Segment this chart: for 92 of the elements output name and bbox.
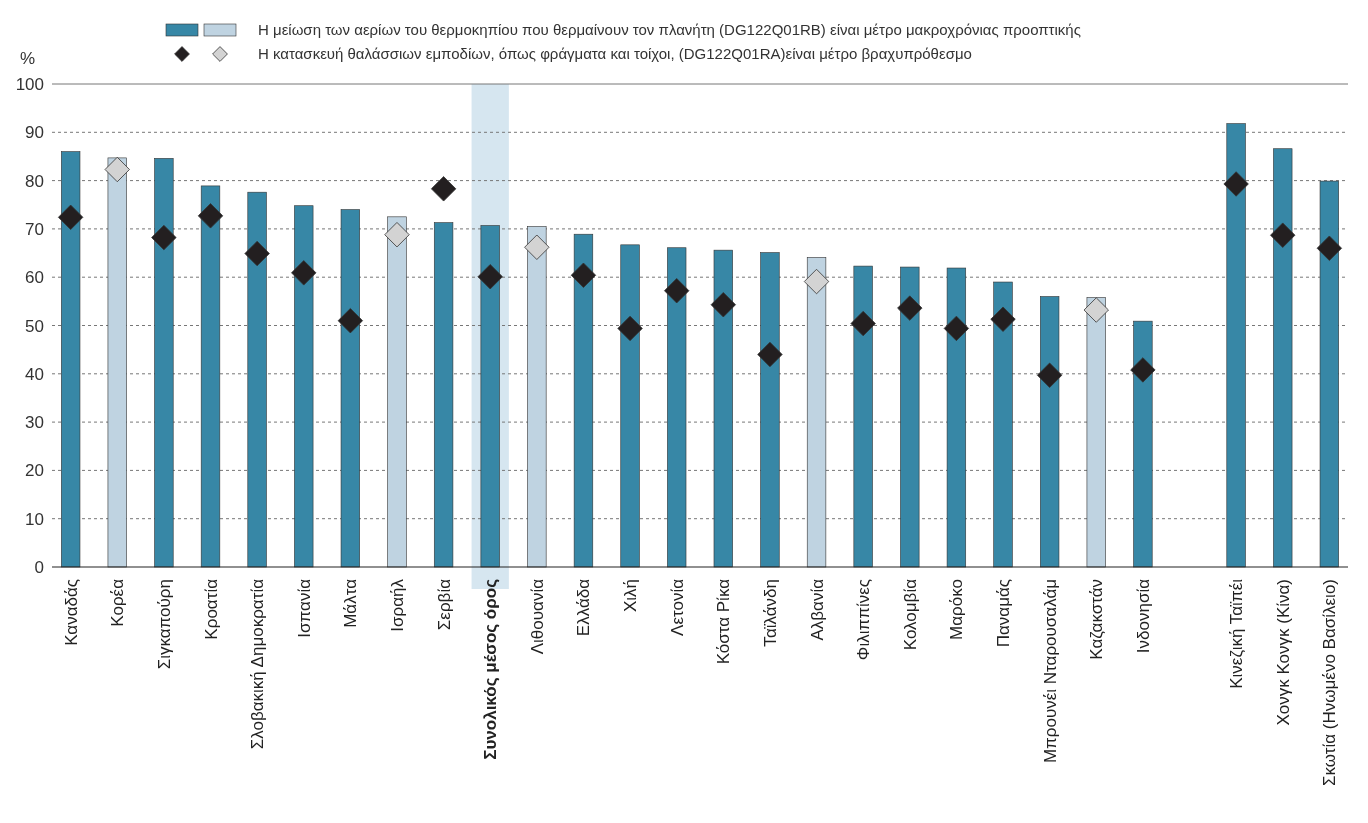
bar bbox=[1226, 123, 1246, 568]
y-tick-label: 20 bbox=[25, 461, 44, 481]
point bbox=[104, 156, 130, 183]
y-tick-label: 10 bbox=[25, 509, 44, 529]
point bbox=[710, 292, 736, 318]
point bbox=[897, 295, 923, 321]
bar bbox=[620, 244, 640, 568]
bar bbox=[480, 225, 500, 568]
x-tick-label: Λιθουανία bbox=[527, 578, 547, 655]
point bbox=[477, 264, 503, 290]
x-tick-label: Καζακστάν bbox=[1087, 579, 1107, 660]
x-tick-label: Μάλτα bbox=[341, 578, 361, 628]
x-tick-label: Παναμάς bbox=[994, 579, 1014, 648]
x-tick-label: Ινδονησία bbox=[1133, 578, 1153, 654]
point bbox=[803, 268, 830, 295]
x-tick-label: Χιλή bbox=[621, 579, 641, 613]
bar bbox=[340, 209, 360, 568]
x-tick-label: Κροατία bbox=[201, 578, 221, 640]
bar bbox=[667, 247, 687, 568]
bar bbox=[1133, 320, 1153, 568]
bar bbox=[1319, 180, 1339, 568]
bar bbox=[573, 233, 594, 568]
y-tick-label: 50 bbox=[25, 316, 44, 336]
y-tick-label: 100 bbox=[15, 75, 44, 94]
point bbox=[244, 240, 270, 267]
point bbox=[1036, 362, 1063, 388]
point bbox=[58, 204, 84, 230]
point bbox=[337, 308, 364, 334]
bar bbox=[760, 252, 780, 568]
y-tick-label: 90 bbox=[25, 123, 44, 143]
x-tick-label: Ισπανία bbox=[294, 578, 314, 638]
x-tick-label: Κόστα Ρίκα bbox=[714, 578, 734, 665]
y-tick-label: 60 bbox=[25, 268, 44, 288]
bar bbox=[993, 281, 1013, 568]
x-tick-label: Ταϊλάνδη bbox=[760, 579, 780, 647]
point bbox=[291, 260, 317, 286]
point bbox=[570, 262, 597, 288]
x-tick-label: Κολομβία bbox=[900, 578, 920, 651]
bar bbox=[61, 151, 81, 568]
bar bbox=[247, 191, 267, 568]
x-tick-label: Αλβανία bbox=[807, 578, 827, 641]
point bbox=[524, 234, 550, 260]
legend-label: Η κατασκευή θαλάσσιων εμποδίων, όπως φράγματα και τοίχοι, (DG122Q01RA)είναι μέτρο βραχυπρόθεσμο bbox=[258, 45, 972, 62]
y-tick-label: 70 bbox=[25, 219, 44, 239]
point bbox=[757, 341, 783, 368]
x-tick-label: Φιλιππίνες bbox=[854, 579, 874, 661]
x-tick-label: Σιγκαπούρη bbox=[154, 579, 174, 670]
point bbox=[197, 203, 224, 229]
point bbox=[430, 176, 457, 202]
point bbox=[617, 315, 643, 342]
x-tick-label: Καναδάς bbox=[61, 579, 81, 646]
point bbox=[850, 310, 876, 337]
bar bbox=[853, 265, 873, 568]
bar bbox=[527, 226, 547, 568]
legend-label: Η μείωση των αερίων του θερμοκηπίου που θερμαίνουν τον πλανήτη (DG122Q01RB) είναι μέτρο μακροχρόνιας προοπτικής bbox=[258, 21, 1081, 38]
x-tick-label: Σλοβακική Δημοκρατία bbox=[248, 578, 268, 750]
bar bbox=[1040, 296, 1060, 568]
bar bbox=[713, 249, 733, 568]
bar bbox=[1086, 297, 1106, 568]
bar bbox=[107, 157, 127, 568]
x-tick-label: Ελλάδα bbox=[574, 578, 594, 637]
x-tick-label: Λετονία bbox=[667, 578, 687, 636]
x-tick-label: Συνολικός μέσος όρος bbox=[481, 578, 501, 760]
bar bbox=[433, 222, 454, 568]
x-tick-label: Μπρουνέι Νταρουσαλάμ bbox=[1040, 579, 1060, 764]
x-tick-label: Χονγκ Κονγκ (Κίνα) bbox=[1273, 579, 1293, 726]
bar bbox=[200, 185, 221, 568]
point bbox=[943, 315, 970, 342]
x-tick-label: Μαρόκο bbox=[947, 579, 967, 640]
point bbox=[151, 224, 177, 251]
point bbox=[384, 222, 410, 248]
y-tick-label: 0 bbox=[34, 558, 44, 577]
y-tick-label: 30 bbox=[25, 413, 44, 433]
bar bbox=[1273, 148, 1293, 568]
bar bbox=[806, 257, 827, 568]
y-tick-label: 40 bbox=[25, 364, 44, 384]
x-tick-label: Κορέα bbox=[108, 578, 128, 627]
bar bbox=[900, 266, 920, 568]
bar bbox=[294, 205, 314, 568]
bar bbox=[946, 267, 967, 568]
x-tick-label: Ισραήλ bbox=[387, 578, 407, 632]
bar bbox=[154, 158, 174, 568]
bar bbox=[387, 216, 407, 568]
point bbox=[1083, 297, 1109, 323]
point bbox=[664, 278, 690, 304]
point bbox=[1130, 357, 1156, 383]
x-tick-label: Σερβία bbox=[434, 578, 454, 631]
x-tick-label: Σκωτία (Ηνωμένο Βασίλειο) bbox=[1320, 579, 1340, 787]
y-axis-title: % bbox=[20, 49, 36, 68]
y-tick-label: 80 bbox=[25, 171, 44, 191]
point bbox=[990, 306, 1016, 332]
x-tick-label: Κινεζική Ταϊπέι bbox=[1227, 578, 1247, 689]
